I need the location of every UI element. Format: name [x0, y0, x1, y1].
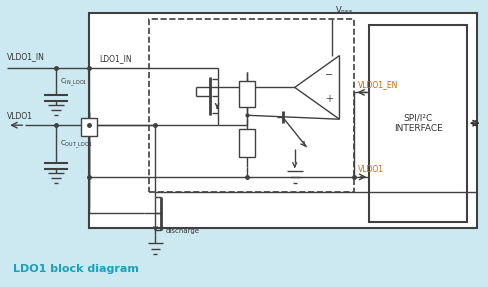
Text: VLDO1_IN: VLDO1_IN — [7, 53, 45, 61]
Bar — [81, 118, 97, 136]
Text: LDO1 block diagram: LDO1 block diagram — [13, 264, 139, 274]
Bar — [89, 13, 477, 228]
Bar — [239, 81, 255, 107]
Text: SPI/I²C
INTERFACE: SPI/I²C INTERFACE — [394, 113, 443, 133]
Polygon shape — [295, 56, 340, 119]
Text: LDO1_IN: LDO1_IN — [99, 55, 131, 63]
Text: discharge: discharge — [165, 228, 200, 234]
Bar — [369, 25, 467, 222]
Text: VLDO1: VLDO1 — [7, 112, 33, 121]
Text: V$_{\rm REF}$: V$_{\rm REF}$ — [335, 4, 354, 17]
Text: C$_{\rm IN\_LDO1}$: C$_{\rm IN\_LDO1}$ — [60, 76, 87, 88]
Text: +: + — [325, 94, 333, 104]
Bar — [148, 19, 354, 192]
Text: −: − — [325, 71, 334, 80]
Text: VLDO1_EN: VLDO1_EN — [358, 80, 399, 89]
Bar — [239, 129, 255, 157]
Text: C$_{\rm OUT\_LDO1}$: C$_{\rm OUT\_LDO1}$ — [60, 139, 93, 151]
Text: VLDO1: VLDO1 — [358, 165, 385, 174]
